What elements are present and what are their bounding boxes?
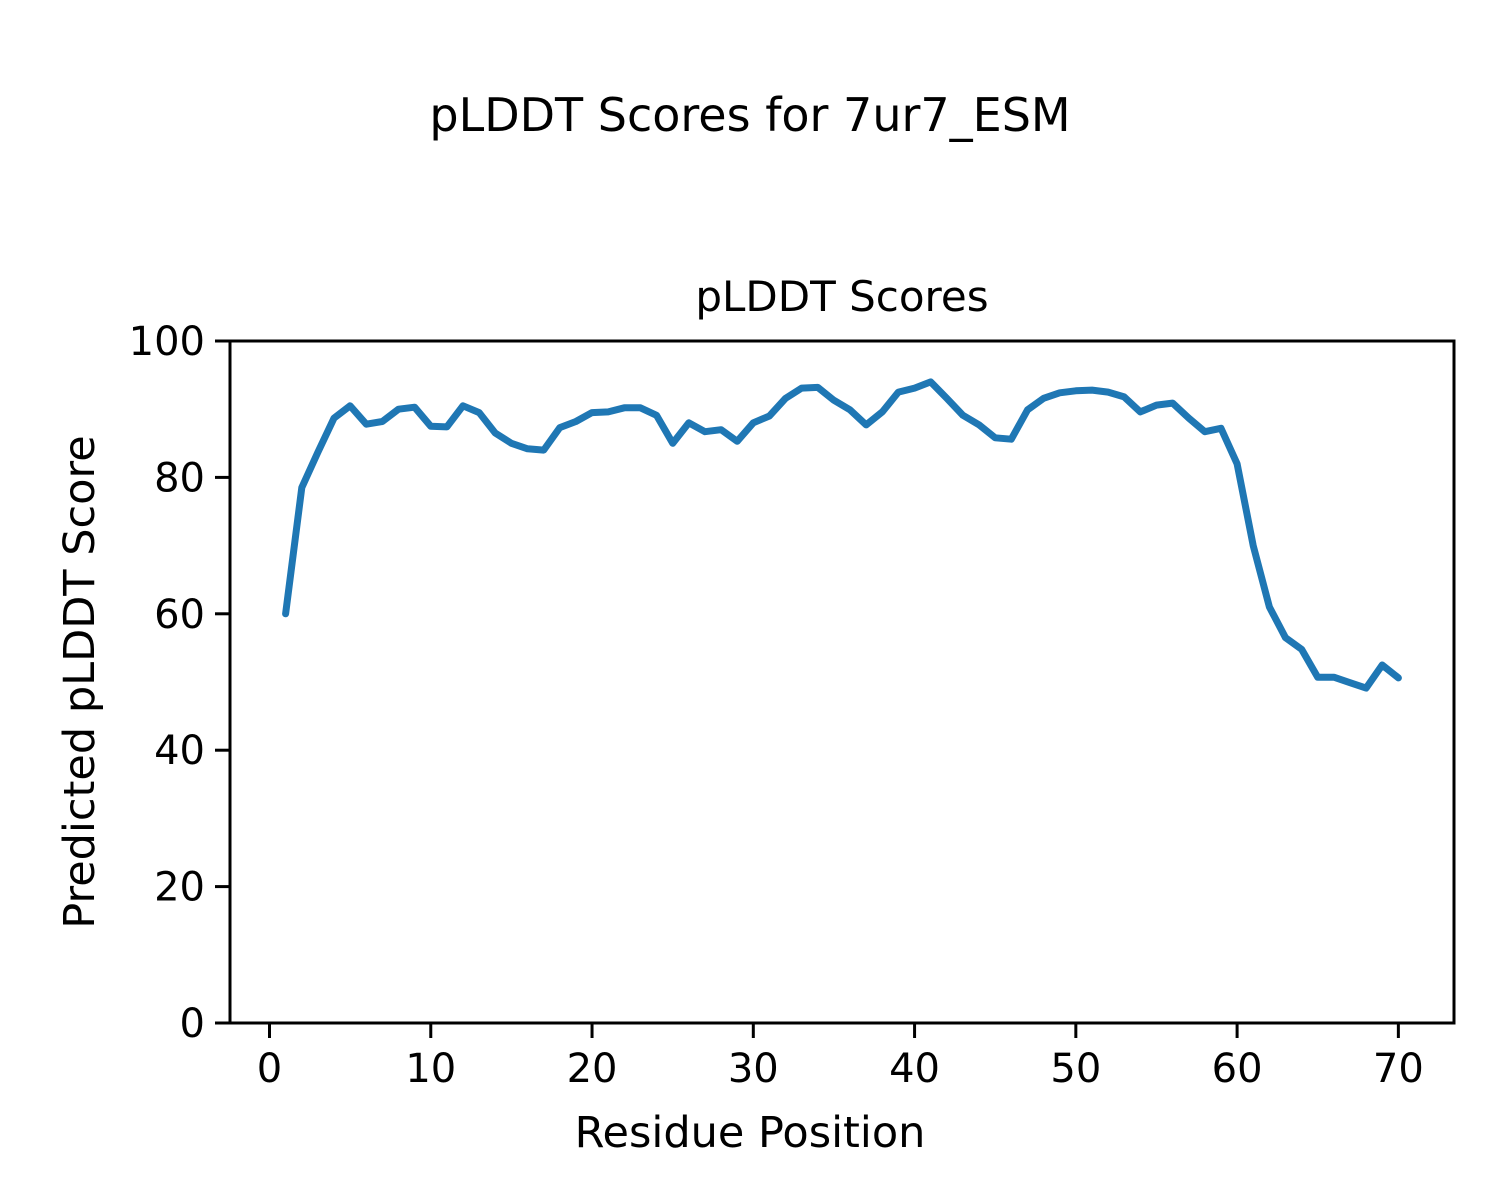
axes-spines <box>228 339 1456 1025</box>
y-tick-label: 0 <box>180 1001 205 1047</box>
x-tick-label: 60 <box>1212 1046 1263 1092</box>
x-tick-label: 50 <box>1050 1046 1101 1092</box>
y-tick-label: 100 <box>129 319 205 365</box>
x-tick-label: 70 <box>1373 1046 1424 1092</box>
y-tick-label: 60 <box>154 592 205 638</box>
y-tick-label: 80 <box>154 455 205 501</box>
figure-title: pLDDT Scores for 7ur7_ESM <box>429 88 1071 142</box>
x-axis-label: Residue Position <box>574 1108 926 1158</box>
y-tick-label: 40 <box>154 728 205 774</box>
plddt-line-series <box>282 378 1402 692</box>
axes-title: pLDDT Scores <box>695 272 989 321</box>
x-tick-label: 20 <box>567 1046 618 1092</box>
x-tick-label: 0 <box>257 1046 282 1092</box>
x-tick-label: 10 <box>405 1046 456 1092</box>
x-tick-label: 30 <box>728 1046 779 1092</box>
x-tick-label: 40 <box>889 1046 940 1092</box>
y-tick-label: 20 <box>154 865 205 911</box>
